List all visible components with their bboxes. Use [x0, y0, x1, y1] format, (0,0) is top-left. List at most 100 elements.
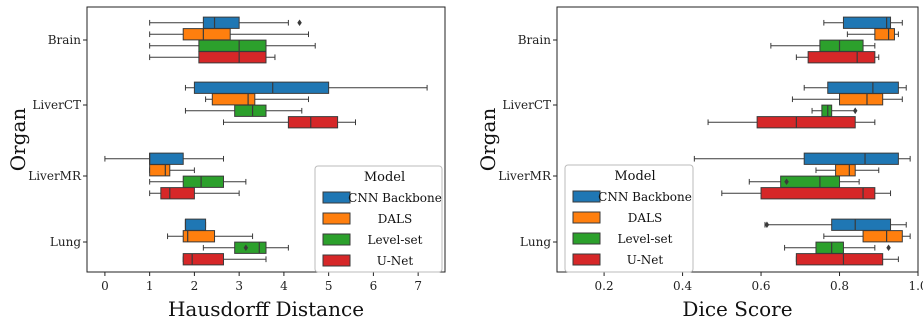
box-level-set-brain [770, 39, 876, 52]
legend-swatch [572, 190, 601, 203]
box-level-set-lung [784, 241, 891, 254]
y-axis-label: Organ [476, 108, 500, 172]
box-iqr [831, 218, 892, 231]
chart-1: 0 1 2 3 4 5 6 7 Brain LiverCT LiverMR Lung Hausdorff… [6, 6, 446, 320]
x-tick-label: 2 [191, 279, 199, 293]
y-tick-label-brain: Brain [48, 33, 82, 47]
x-tick-label: 6 [370, 279, 378, 293]
box-iqr [807, 51, 876, 64]
box-iqr [842, 16, 892, 29]
box-iqr [149, 164, 171, 177]
legend: Model CNN Backbone DALS Level-set U-Net [564, 164, 694, 273]
x-tick-label: 1.0 [908, 279, 923, 293]
box-cnn-backbone-lung [764, 218, 907, 231]
box-u-net-liverct [707, 116, 876, 129]
box-dals-liverct [205, 93, 310, 106]
box-dals-brain [846, 28, 899, 41]
box-u-net-brain [795, 51, 880, 64]
box-iqr [803, 152, 899, 165]
box-level-set-liverct [811, 104, 858, 117]
box-u-net-livermr [721, 187, 892, 200]
box-iqr [287, 116, 339, 129]
box-iqr [756, 116, 856, 129]
legend-swatch [322, 233, 351, 246]
box-iqr [198, 51, 267, 64]
box-iqr [835, 164, 856, 177]
plot-frame [556, 6, 919, 273]
x-tick-label: 0.6 [751, 279, 770, 293]
box-dals-livermr [815, 164, 880, 177]
x-tick-label: 0.2 [595, 279, 614, 293]
y-axis-label: Organ [6, 108, 30, 172]
box-iqr [795, 253, 884, 266]
outlier-point [886, 244, 891, 251]
legend-label: CNN Backbone [348, 191, 442, 205]
plot-frame [86, 6, 446, 273]
legend-swatch [322, 191, 351, 204]
box-cnn-backbone-livermr [104, 152, 224, 165]
box-cnn-backbone-lung [184, 218, 207, 231]
x-tick-label: 0.8 [830, 279, 849, 293]
box-u-net-brain [149, 51, 276, 64]
legend-label: Level-set [368, 233, 423, 247]
x-tick-label: 5 [325, 279, 333, 293]
box-u-net-lung [182, 253, 267, 266]
x-tick-label: 4 [280, 279, 288, 293]
box-cnn-backbone-brain [823, 16, 903, 29]
x-tick-label: 0.4 [673, 279, 692, 293]
box-cnn-backbone-liverct [803, 81, 907, 94]
legend-title: Model [364, 170, 405, 185]
box-iqr [160, 187, 195, 200]
legend-label: DALS [628, 211, 662, 225]
box-level-set-lung [202, 241, 289, 254]
outlier-point [764, 221, 770, 228]
legend-swatch [572, 253, 601, 266]
box-dals-lung [823, 230, 911, 243]
x-tick-label: 1 [146, 279, 154, 293]
chart-2: 0.2 0.4 0.6 0.8 1.0 Brain LiverCT LiverMR Lung Di… [476, 6, 923, 320]
x-axis-label: Dice Score [682, 297, 792, 320]
x-axis-label: Hausdorff Distance [168, 297, 364, 320]
y-tick-label-lung: Lung [50, 235, 81, 249]
outlier-point [852, 107, 858, 114]
x-tick-label: 7 [414, 279, 422, 293]
box-iqr [202, 16, 240, 29]
box-level-set-livermr [149, 175, 247, 188]
box-u-net-liverct [222, 116, 356, 129]
box-iqr [780, 175, 841, 188]
y-tick-label-liverct: LiverCT [502, 98, 551, 112]
box-iqr [827, 81, 899, 94]
box-iqr [182, 230, 216, 243]
box-iqr [182, 253, 224, 266]
box-iqr [821, 104, 833, 117]
y-tick-label-livermr: LiverMR [28, 169, 82, 183]
outlier-point [784, 178, 789, 185]
y-tick-label-lung: Lung [520, 235, 551, 249]
box-dals-liverct [791, 93, 903, 106]
box-cnn-backbone-livermr [693, 152, 911, 165]
box-iqr [234, 104, 267, 117]
box-iqr [234, 241, 267, 254]
legend-label: Level-set [618, 232, 673, 246]
box-iqr [839, 93, 884, 106]
box-dals-livermr [149, 164, 195, 177]
legend-swatch [322, 212, 351, 225]
box-iqr [819, 39, 864, 52]
box-iqr [149, 152, 184, 165]
box-iqr [182, 175, 224, 188]
outlier-point [297, 19, 302, 26]
legend: Model CNN Backbone DALS Level-set U-Net [314, 165, 443, 273]
box-iqr [815, 241, 844, 254]
box-iqr [862, 230, 903, 243]
box-iqr [874, 28, 895, 41]
x-tick-label: 0 [101, 279, 109, 293]
box-level-set-livermr [748, 175, 860, 188]
y-tick-label-liverct: LiverCT [32, 98, 81, 112]
legend-title: Model [614, 169, 655, 184]
outlier-point [243, 244, 249, 251]
box-cnn-backbone-brain [149, 16, 302, 29]
box-level-set-liverct [184, 104, 303, 117]
box-u-net-lung [795, 253, 899, 266]
legend-label: U-Net [377, 254, 414, 268]
